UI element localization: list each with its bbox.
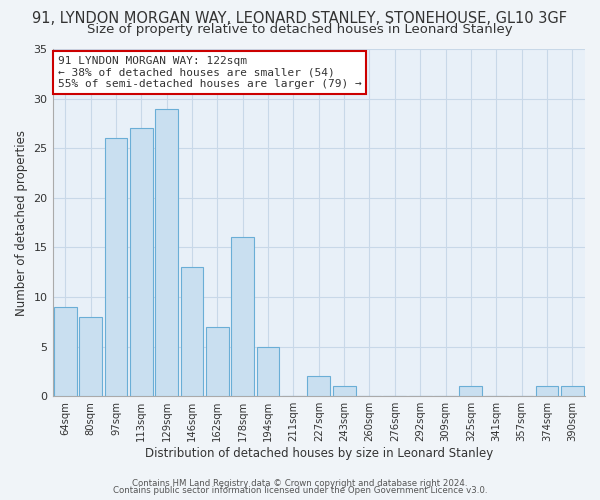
Bar: [206, 327, 229, 396]
Bar: [307, 376, 330, 396]
Text: 91, LYNDON MORGAN WAY, LEONARD STANLEY, STONEHOUSE, GL10 3GF: 91, LYNDON MORGAN WAY, LEONARD STANLEY, …: [32, 11, 568, 26]
Bar: [561, 386, 584, 396]
Bar: [54, 307, 77, 396]
Bar: [130, 128, 152, 396]
Bar: [104, 138, 127, 396]
Y-axis label: Number of detached properties: Number of detached properties: [15, 130, 28, 316]
Bar: [231, 238, 254, 396]
Bar: [155, 108, 178, 396]
Bar: [536, 386, 559, 396]
X-axis label: Distribution of detached houses by size in Leonard Stanley: Distribution of detached houses by size …: [145, 447, 493, 460]
Bar: [460, 386, 482, 396]
Text: Contains public sector information licensed under the Open Government Licence v3: Contains public sector information licen…: [113, 486, 487, 495]
Bar: [79, 317, 102, 396]
Bar: [181, 267, 203, 396]
Text: 91 LYNDON MORGAN WAY: 122sqm
← 38% of detached houses are smaller (54)
55% of se: 91 LYNDON MORGAN WAY: 122sqm ← 38% of de…: [58, 56, 362, 89]
Text: Size of property relative to detached houses in Leonard Stanley: Size of property relative to detached ho…: [87, 22, 513, 36]
Bar: [333, 386, 356, 396]
Bar: [257, 346, 280, 396]
Text: Contains HM Land Registry data © Crown copyright and database right 2024.: Contains HM Land Registry data © Crown c…: [132, 478, 468, 488]
